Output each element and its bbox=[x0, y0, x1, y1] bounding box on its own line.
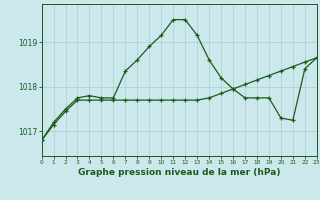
X-axis label: Graphe pression niveau de la mer (hPa): Graphe pression niveau de la mer (hPa) bbox=[78, 168, 280, 177]
